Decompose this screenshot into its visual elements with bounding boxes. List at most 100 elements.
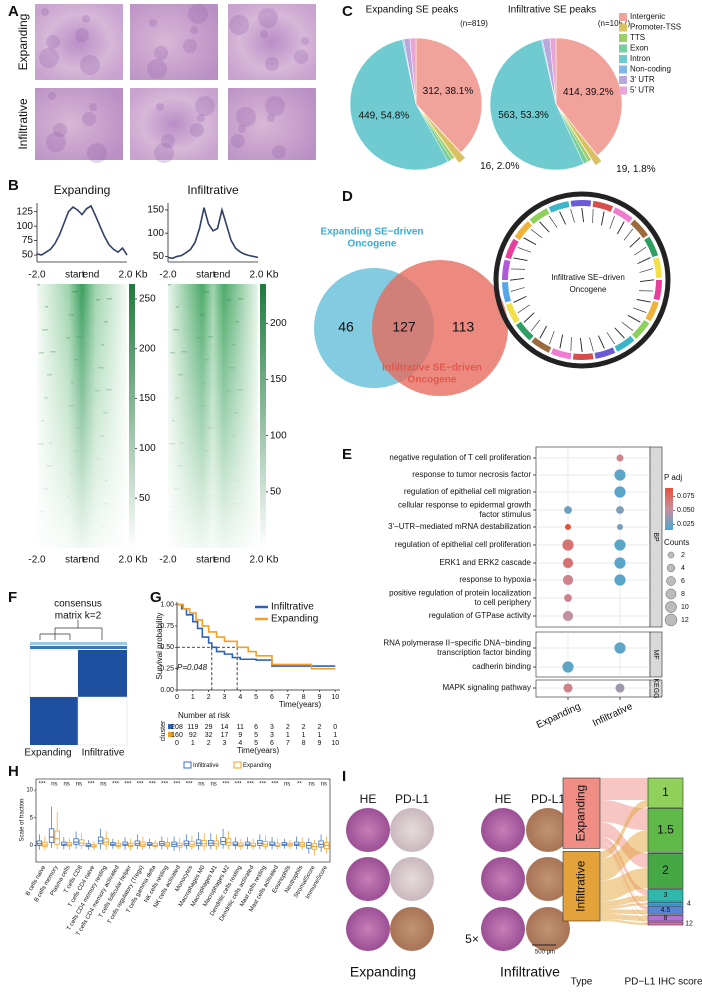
tissue-texture <box>82 112 96 126</box>
box <box>122 841 128 846</box>
tma-core <box>481 857 525 901</box>
circos-segment <box>515 321 534 341</box>
circos-link <box>589 337 594 352</box>
stratum <box>647 905 684 915</box>
circos-segment <box>514 221 532 240</box>
term-label: to cell periphery <box>475 598 531 607</box>
size-key <box>665 601 677 613</box>
risk-count: 6 <box>254 724 258 731</box>
matrix-cell <box>30 697 78 745</box>
box <box>152 842 158 847</box>
term-label: negative regulation of T cell proliferat… <box>389 453 531 462</box>
pie-slice <box>549 37 557 105</box>
term-label: cellular response to epidermal growth <box>398 500 531 509</box>
circos-segment <box>505 238 519 260</box>
risk-count: 17 <box>221 732 229 739</box>
box <box>48 828 55 844</box>
column-header: HE <box>495 792 512 806</box>
colorbar-tick-label: 150 <box>139 393 156 404</box>
circos-link <box>634 246 647 256</box>
tissue-texture <box>156 103 164 111</box>
term-label: transcription factor binding <box>437 648 531 657</box>
tissue-texture <box>197 114 205 122</box>
tma-core <box>481 808 525 852</box>
risk-count: 14 <box>221 724 229 731</box>
legend-title: P adj <box>664 473 682 482</box>
tissue-texture <box>188 4 208 24</box>
box <box>293 841 300 846</box>
y-tick-label: 0 <box>30 843 34 849</box>
facet-label: KEGG <box>652 678 659 698</box>
tissue-texture <box>294 50 308 64</box>
x-tick-label: 0 <box>175 694 179 701</box>
significance-label: ns <box>284 782 290 788</box>
y-axis-label: Survival probability <box>155 612 164 679</box>
histology-image <box>228 88 316 160</box>
box <box>78 839 85 846</box>
size-key <box>666 576 676 586</box>
facet-strip <box>649 631 663 678</box>
stratum <box>647 777 684 808</box>
slice-label: 449, 54.8% <box>359 111 410 122</box>
magnification: 5× <box>465 932 479 946</box>
tissue-texture <box>265 57 279 71</box>
y-tick-label: 75 <box>22 235 34 246</box>
scale-label: 500 μm <box>535 950 555 956</box>
significance-label: ** <box>297 782 302 788</box>
risk-axis-label: cluster <box>160 720 167 741</box>
flow <box>600 909 648 915</box>
flow <box>600 830 648 881</box>
circos-link <box>637 257 651 265</box>
axis-label: Type <box>571 977 593 988</box>
x-tick-label: start <box>65 270 85 281</box>
risk-count: 29 <box>205 724 213 731</box>
significance-label: ns <box>308 782 314 788</box>
risk-count: 2 <box>317 724 321 731</box>
significance-label: *** <box>186 782 194 788</box>
legend-label: Expanding <box>271 614 318 625</box>
box <box>66 842 73 847</box>
y-tick-label: 100 <box>147 228 164 239</box>
panel-label: F <box>8 589 17 606</box>
colorbar <box>129 284 135 548</box>
panel-label: A <box>8 3 19 20</box>
y-tick-label: 100 <box>16 221 33 232</box>
legend-label: Promoter-TSS <box>630 23 681 32</box>
size-key-label: 6 <box>681 578 685 585</box>
stratum <box>647 889 684 902</box>
legend-swatch <box>619 86 627 95</box>
y-tick-label: 150 <box>147 205 164 216</box>
significance-label: *** <box>149 782 157 788</box>
dot <box>562 610 574 622</box>
histology-image <box>35 88 123 160</box>
risk-count: 32 <box>205 732 213 739</box>
x-tick-label: 9 <box>317 694 321 701</box>
tissue-texture <box>238 125 246 133</box>
circos-segment <box>529 208 550 225</box>
significance-label: *** <box>161 782 169 788</box>
dot <box>564 594 572 602</box>
tma-core <box>526 808 570 852</box>
y-tick-label: 0.00 <box>160 687 174 694</box>
pie-title: Expanding SE peaks <box>366 5 459 16</box>
stratum <box>562 851 601 922</box>
tma-core <box>390 857 434 901</box>
significance-label: ns <box>76 782 82 788</box>
x-tick-label: 5 <box>254 740 258 747</box>
venn-set-label: Infiltrative SE−driven <box>382 363 482 374</box>
group-label: Expanding <box>350 964 416 980</box>
x-tick-label: end <box>83 555 100 566</box>
significance-label: ns <box>51 782 57 788</box>
dot <box>614 469 626 481</box>
circos-link <box>632 307 647 313</box>
tissue-texture <box>231 134 245 148</box>
y-tick-label: 50 <box>153 251 165 262</box>
term-label: MAPK signaling pathway <box>443 683 532 692</box>
stratum <box>562 777 601 849</box>
size-key-label: 8 <box>681 591 685 598</box>
x-tick-label: 3 <box>223 694 227 701</box>
legend-label: Non-coding <box>630 65 671 74</box>
facet-label: BP <box>652 532 659 542</box>
stratum-label: Infiltrative <box>574 860 588 912</box>
p-value: P=0.048 <box>177 663 208 672</box>
